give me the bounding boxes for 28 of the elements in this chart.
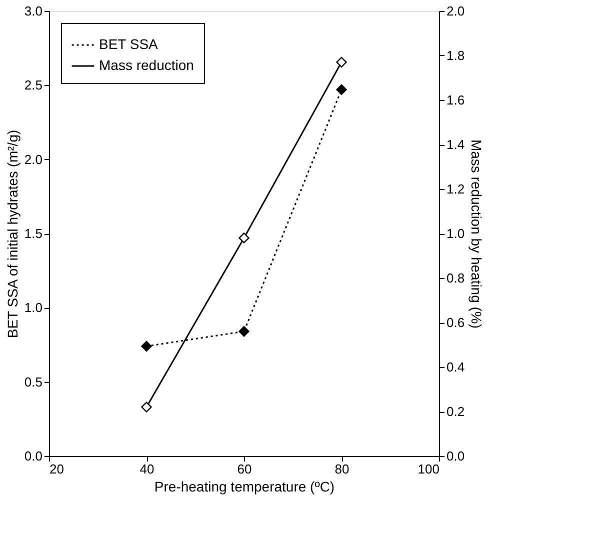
x-axis-title: Pre-heating temperature (ºC) [154, 478, 335, 494]
y-tick-label: 0.0 [24, 448, 42, 464]
x-tick-label: 40 [140, 462, 154, 476]
y-tick-label: 1.5 [24, 226, 42, 241]
y2-tick-label: 0.4 [446, 360, 465, 374]
y-tick-label: 2.0 [24, 152, 42, 167]
y-tick-label: 0.5 [24, 374, 42, 390]
y2-tick-label: 1.8 [446, 48, 465, 63]
x-tick-label: 20 [50, 462, 64, 476]
x-tick-label: 60 [237, 462, 252, 476]
y-axis-title: BET SSA of initial hydrates (m²/g) [4, 130, 20, 338]
y-tick-label: 3.0 [24, 4, 42, 18]
y2-tick-label: 0.0 [446, 448, 465, 464]
y-tick-label: 2.5 [24, 78, 42, 93]
y2-tick-label: 1.6 [446, 92, 465, 108]
y2-tick-label: 0.2 [446, 404, 465, 419]
y2-tick-label: 1.0 [446, 226, 465, 241]
y2-tick-label: 0.6 [446, 315, 465, 330]
legend-label: Mass reduction [99, 57, 194, 73]
y2-tick-label: 0.8 [446, 270, 465, 286]
y-tick-label: 1.0 [24, 300, 42, 316]
y2-tick-label: 2.0 [446, 4, 465, 18]
x-tick-label: 80 [334, 462, 350, 476]
y2-tick-label: 1.2 [446, 182, 465, 196]
y2-axis-title: Mass reduction by heating (%) [468, 139, 485, 329]
x-tick-label: 100 [418, 462, 440, 476]
legend-label: BET SSA [99, 36, 159, 52]
y2-tick-label: 1.4 [446, 137, 465, 152]
